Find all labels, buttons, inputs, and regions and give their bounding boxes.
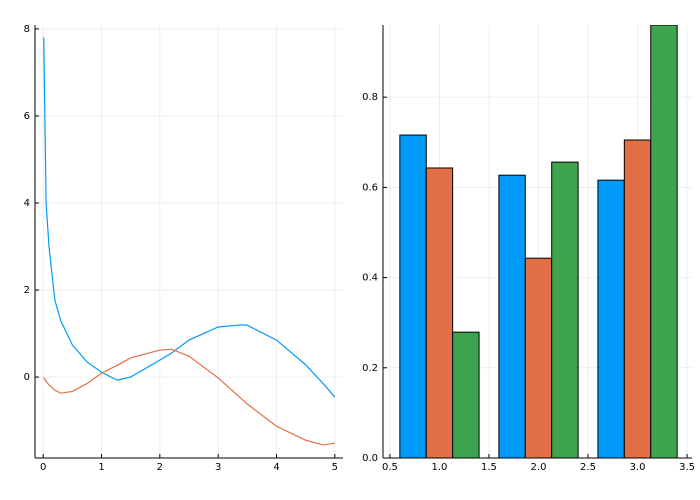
y-tick-label: 0 bbox=[24, 372, 30, 383]
x-tick-label: 2 bbox=[157, 462, 163, 473]
x-tick-label: 2.0 bbox=[531, 462, 547, 473]
x-tick-label: 3.0 bbox=[630, 462, 646, 473]
y-tick-label: 0.8 bbox=[362, 92, 378, 103]
line-series bbox=[43, 37, 336, 398]
y-tick-label: 0.6 bbox=[362, 182, 378, 193]
y-tick-label: 2 bbox=[24, 285, 30, 296]
x-tick-label: 2.5 bbox=[580, 462, 596, 473]
x-tick-label: 3 bbox=[215, 462, 221, 473]
bar bbox=[597, 179, 625, 458]
y-tick-label: 0.4 bbox=[362, 273, 378, 284]
bar bbox=[650, 25, 678, 458]
bar bbox=[623, 139, 652, 458]
x-tick-label: 0.5 bbox=[382, 462, 398, 473]
plot-area bbox=[43, 37, 336, 446]
bar bbox=[551, 161, 579, 458]
bar bbox=[425, 167, 454, 458]
bar bbox=[399, 134, 427, 458]
y-tick-label: 4 bbox=[24, 198, 30, 209]
y-tick-label: 6 bbox=[24, 111, 30, 122]
plot-area bbox=[399, 25, 678, 458]
x-tick-label: 1 bbox=[98, 462, 104, 473]
x-tick-label: 0 bbox=[40, 462, 46, 473]
x-tick-label: 1.5 bbox=[481, 462, 497, 473]
bar bbox=[498, 174, 526, 458]
x-tick-label: 4 bbox=[273, 462, 279, 473]
y-tick-label: 0.0 bbox=[362, 453, 378, 464]
x-tick-label: 5 bbox=[332, 462, 338, 473]
bar bbox=[524, 257, 553, 458]
x-tick-label: 1.0 bbox=[431, 462, 447, 473]
y-tick-label: 8 bbox=[24, 24, 30, 35]
subplot: 0.5 1.0 1.5 2.0 2.5 3.0 3.5 0.0 0.2 0.4 0.6 0.8 bbox=[362, 25, 695, 473]
bar bbox=[452, 331, 480, 458]
x-tick-label: 3.5 bbox=[679, 462, 695, 473]
subplot: 0 1 2 3 4 5 0 2 4 6 8 bbox=[24, 24, 343, 473]
y-tick-label: 0.2 bbox=[362, 363, 378, 374]
line-series bbox=[43, 348, 335, 446]
